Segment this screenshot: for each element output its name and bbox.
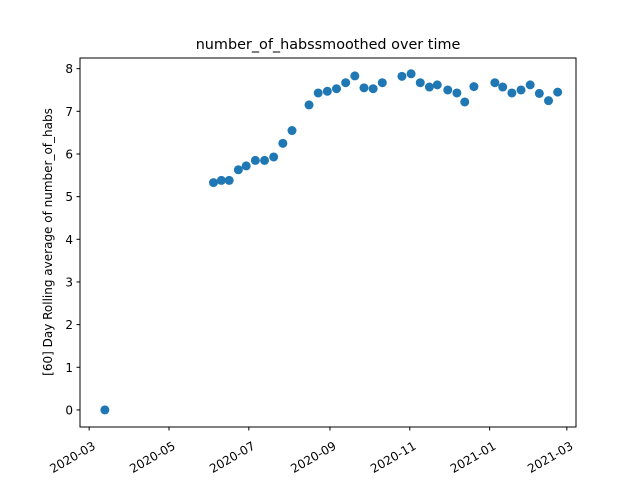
data-points: [100, 69, 563, 415]
x-tick-label: 2021-01: [448, 439, 498, 476]
x-tick-label: 2020-07: [207, 439, 257, 476]
y-axis-label: [60] Day Rolling average of number_of_ha…: [41, 108, 55, 376]
data-point: [287, 126, 297, 136]
data-point: [241, 161, 251, 171]
data-point: [216, 175, 226, 185]
data-point: [368, 84, 378, 94]
data-point: [397, 71, 407, 81]
data-point: [359, 83, 369, 93]
x-tick-label: 2020-05: [127, 439, 177, 476]
y-tick-label: 2: [65, 318, 73, 332]
data-point: [406, 69, 416, 79]
data-point: [100, 405, 110, 415]
y-axis: 0 1 2 3 4 5 6 7 8: [65, 62, 80, 417]
data-point: [233, 165, 243, 175]
data-point: [278, 138, 288, 148]
y-tick-label: 8: [65, 62, 73, 76]
data-point: [443, 85, 453, 95]
data-point: [553, 87, 563, 97]
y-tick-label: 1: [65, 361, 73, 375]
plot-frame: [79, 57, 577, 428]
x-tick-label: 2020-09: [288, 439, 338, 476]
y-tick-label: 4: [65, 233, 73, 247]
x-axis: 2020-03 2020-05 2020-07 2020-09 2020-11 2021-…: [47, 427, 576, 476]
data-point: [544, 96, 554, 106]
data-point: [250, 155, 260, 165]
data-point: [460, 97, 470, 107]
data-point: [490, 78, 500, 88]
data-point: [452, 88, 462, 98]
data-point: [224, 175, 234, 185]
data-point: [432, 80, 442, 90]
data-point: [269, 152, 279, 162]
x-tick-label: 2020-03: [47, 439, 97, 476]
data-point: [525, 80, 535, 90]
y-tick-label: 6: [65, 147, 73, 161]
x-tick-label: 2021-03: [525, 439, 575, 476]
y-tick-label: 0: [65, 403, 73, 417]
data-point: [322, 86, 332, 96]
y-tick-label: 5: [65, 190, 73, 204]
data-point: [208, 178, 218, 188]
data-point: [332, 84, 342, 94]
data-point: [260, 155, 270, 165]
chart-title: number_of_habssmoothed over time: [196, 37, 461, 53]
data-point: [415, 78, 425, 88]
data-point: [424, 82, 434, 92]
y-tick-label: 3: [65, 275, 73, 289]
data-point: [534, 88, 544, 98]
data-point: [341, 78, 351, 88]
data-point: [507, 88, 517, 98]
x-tick-label: 2020-11: [368, 439, 418, 476]
data-point: [304, 100, 314, 110]
y-tick-label: 7: [65, 105, 73, 119]
data-point: [498, 82, 508, 92]
data-point: [377, 78, 387, 88]
data-point: [516, 85, 526, 95]
data-point: [313, 88, 323, 98]
data-point: [469, 82, 479, 92]
data-point: [350, 71, 360, 81]
